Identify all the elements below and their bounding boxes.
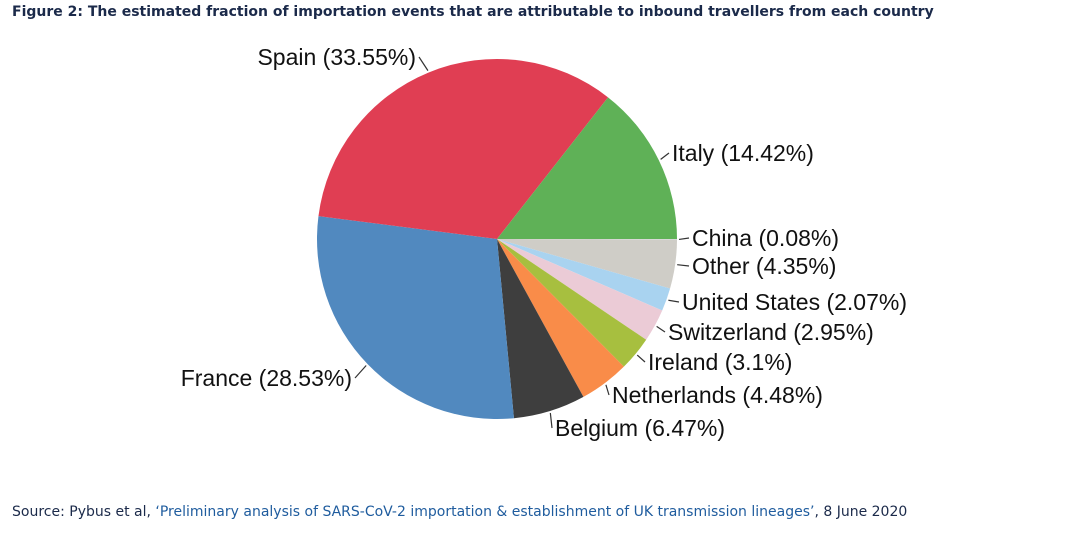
pie-slice-switzerland bbox=[497, 239, 663, 340]
pie-slice-ireland bbox=[497, 239, 647, 367]
slice-label-belgium: Belgium (6.47%) bbox=[555, 415, 725, 441]
slice-label-switzerland: Switzerland (2.95%) bbox=[668, 319, 874, 345]
pie-slice-belgium bbox=[497, 239, 584, 419]
leader-line-switzerland bbox=[656, 325, 666, 333]
leader-line-ireland bbox=[636, 354, 646, 363]
pie-slice-spain bbox=[318, 58, 609, 240]
slice-label-spain: Spain (33.55%) bbox=[257, 44, 416, 70]
leader-line-china bbox=[678, 237, 690, 241]
slice-label-netherlands: Netherlands (4.48%) bbox=[612, 382, 823, 408]
source-suffix: , 8 June 2020 bbox=[814, 504, 908, 520]
source-citation: Source: Pybus et al, ‘Preliminary analys… bbox=[12, 504, 907, 520]
pie-slice-united-states bbox=[497, 239, 671, 311]
slice-label-ireland: Ireland (3.1%) bbox=[648, 349, 792, 375]
leader-line-netherlands bbox=[605, 384, 610, 396]
pie-slice-italy bbox=[497, 97, 677, 239]
source-prefix: Source: Pybus et al, bbox=[12, 504, 156, 520]
slice-label-united-states: United States (2.07%) bbox=[682, 289, 907, 315]
leader-line-spain bbox=[418, 56, 429, 71]
slice-label-france: France (28.53%) bbox=[181, 365, 352, 391]
pie-slice-china bbox=[497, 239, 678, 240]
leader-line-united-states bbox=[668, 299, 680, 303]
slice-label-other: Other (4.35%) bbox=[692, 253, 836, 279]
pie-slice-france bbox=[316, 216, 514, 419]
leader-line-belgium bbox=[549, 412, 553, 429]
figure-title: Figure 2: The estimated fraction of impo… bbox=[12, 4, 934, 20]
slice-label-italy: Italy (14.42%) bbox=[672, 140, 814, 166]
leader-line-italy bbox=[660, 152, 670, 160]
pie-slice-netherlands bbox=[497, 239, 624, 397]
pie-slice-other bbox=[497, 239, 677, 289]
source-link[interactable]: ‘Preliminary analysis of SARS-CoV-2 impo… bbox=[155, 504, 815, 520]
leader-line-other bbox=[677, 264, 690, 267]
slice-label-china: China (0.08%) bbox=[692, 225, 839, 251]
leader-line-france bbox=[354, 365, 367, 379]
